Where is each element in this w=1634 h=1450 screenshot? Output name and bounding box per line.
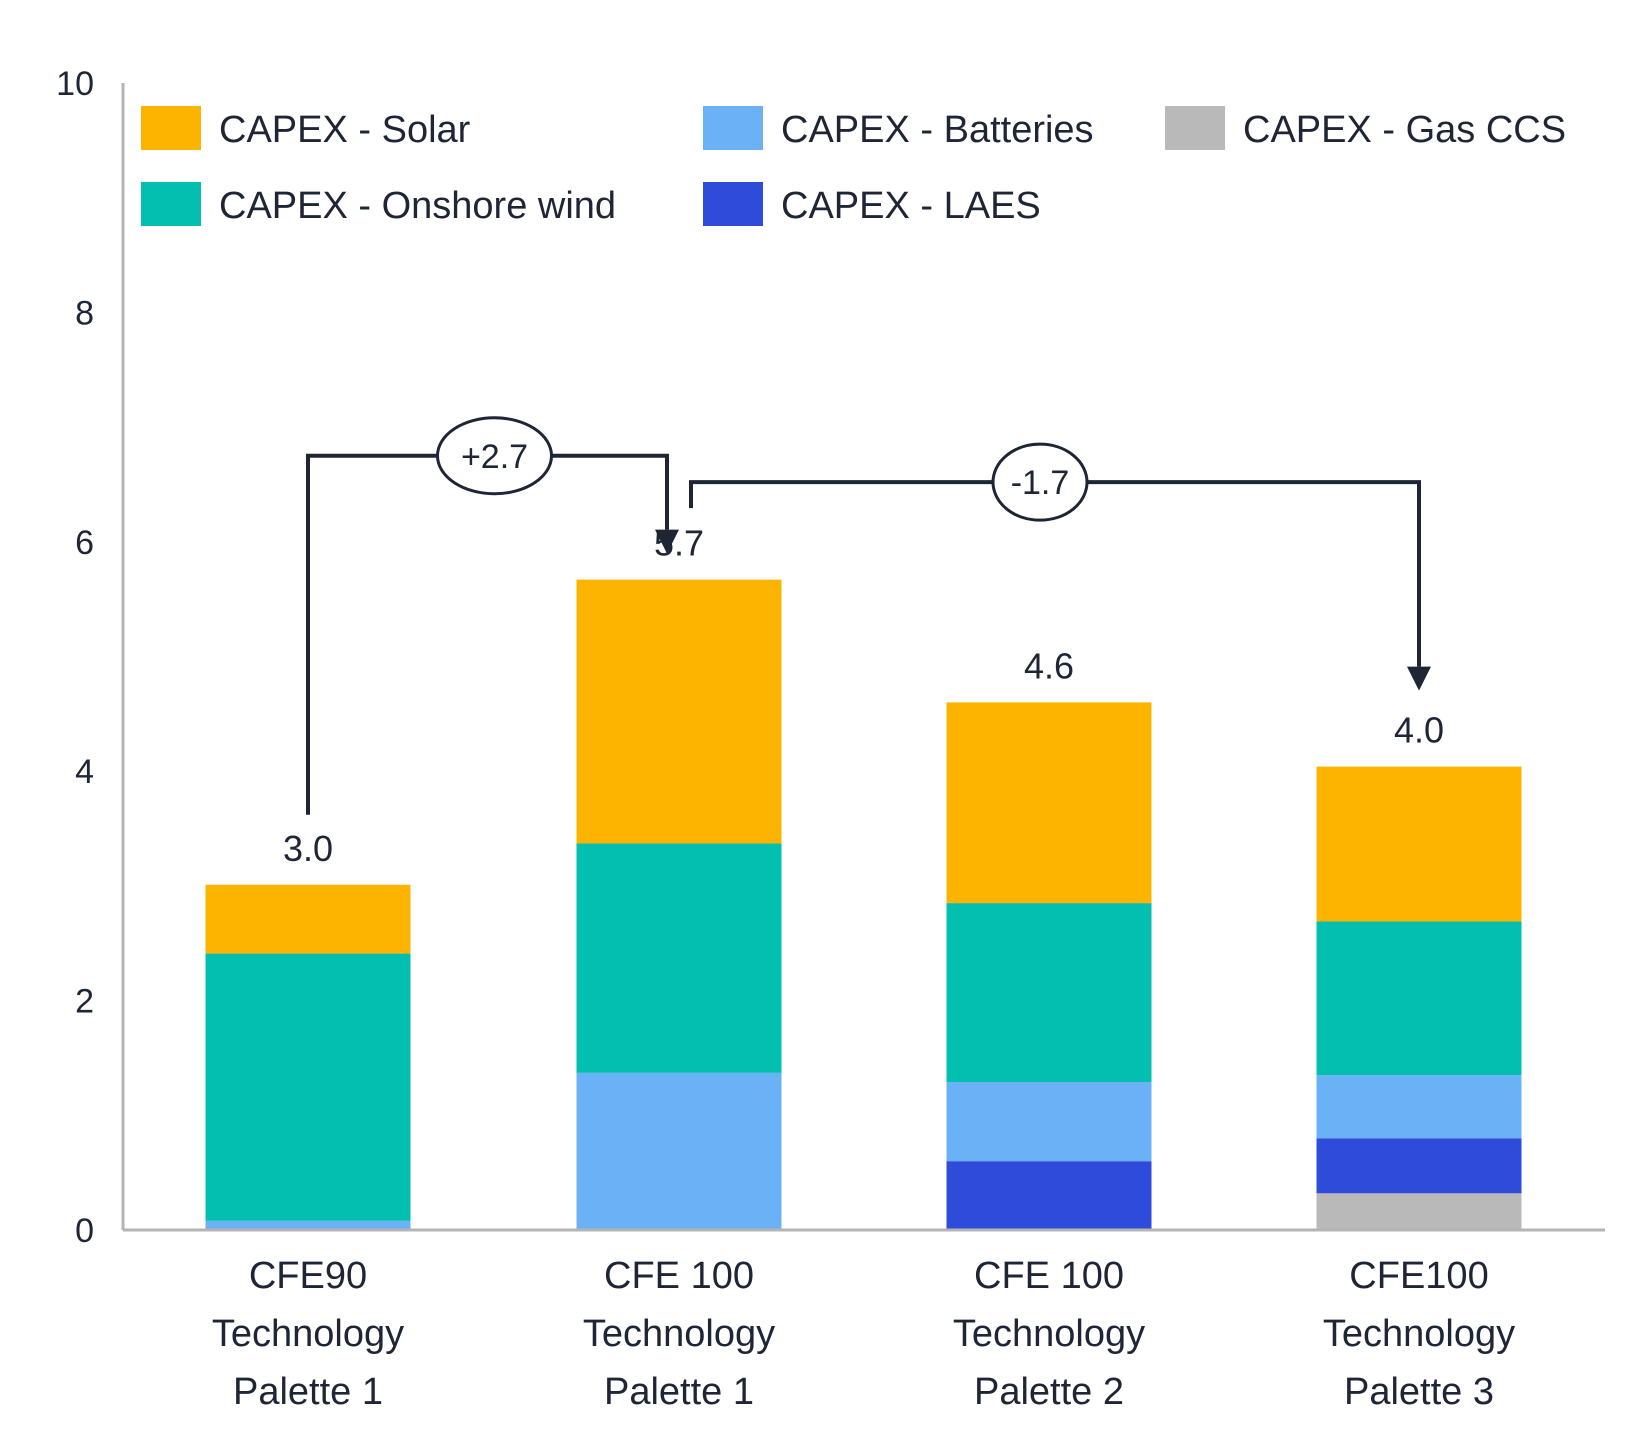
y-tick-label: 8 [75, 294, 94, 332]
category-label-line: CFE100 [1349, 1255, 1488, 1297]
bar-segment-1-3 [577, 843, 782, 1072]
category-labels: CFE90 Technology Palette 1 CFE 100 Technolog… [212, 1255, 1515, 1413]
bar-segment-2-1 [947, 1161, 1152, 1230]
y-tick-label: 0 [75, 1212, 94, 1250]
y-tick-labels: 0 2 4 6 8 10 [56, 65, 94, 1250]
legend-label: CAPEX - LAES [781, 185, 1041, 227]
bar-segment-3-2 [1317, 1075, 1522, 1138]
category-label: CFE100 Technology Palette 3 [1323, 1255, 1515, 1413]
y-tick-label: 4 [75, 753, 94, 791]
legend-swatch [703, 106, 763, 150]
category-label: CFE90 Technology Palette 1 [212, 1255, 404, 1413]
category-label: CFE 100 Technology Palette 1 [583, 1255, 775, 1413]
y-tick-label: 2 [75, 983, 94, 1021]
category-label-line: Palette 2 [974, 1371, 1124, 1413]
delta-arrowhead [1407, 667, 1431, 691]
delta-label: +2.7 [461, 438, 528, 476]
total-label: 3.0 [283, 828, 333, 869]
legend-swatch [1165, 106, 1225, 150]
category-label-line: CFE90 [249, 1255, 367, 1297]
delta-label: -1.7 [1011, 464, 1070, 502]
category-label: CFE 100 Technology Palette 2 [953, 1255, 1145, 1413]
total-label: 4.6 [1024, 645, 1074, 686]
delta-annotations: +2.7 -1.7 [308, 418, 1431, 815]
y-tick-label: 10 [56, 65, 94, 103]
category-label-line: Palette 1 [604, 1371, 754, 1413]
bar-segment-1-4 [577, 580, 782, 844]
y-tick-label: 6 [75, 524, 94, 562]
bar-segment-2-4 [947, 702, 1152, 903]
category-label-line: Technology [583, 1313, 775, 1355]
category-label-line: CFE 100 [604, 1255, 754, 1297]
legend: CAPEX - Solar CAPEX - Batteries CAPEX - Ga… [141, 106, 1566, 227]
bar-segment-3-0 [1317, 1193, 1522, 1230]
category-label-line: Technology [1323, 1313, 1515, 1355]
legend-swatch [703, 182, 763, 226]
bar-segment-2-2 [947, 1082, 1152, 1161]
legend-label: CAPEX - Solar [219, 109, 471, 151]
bar-segment-2-3 [947, 903, 1152, 1082]
category-label-line: Palette 3 [1344, 1371, 1494, 1413]
total-label: 4.0 [1394, 710, 1444, 751]
bar-segment-0-4 [206, 885, 411, 954]
legend-label: CAPEX - Onshore wind [219, 185, 616, 227]
bar-segment-0-3 [206, 954, 411, 1221]
bar-segment-1-2 [577, 1073, 782, 1230]
legend-label: CAPEX - Batteries [781, 109, 1094, 151]
category-label-line: CFE 100 [974, 1255, 1124, 1297]
stacked-bar-chart: 0 2 4 6 8 10 CFE90 Technology Palette 1 CFE 100 T… [0, 0, 1634, 1450]
bar-segment-3-4 [1317, 767, 1522, 922]
legend-swatch [141, 106, 201, 150]
category-label-line: Technology [953, 1313, 1145, 1355]
category-label-line: Technology [212, 1313, 404, 1355]
legend-label: CAPEX - Gas CCS [1243, 109, 1566, 151]
category-label-line: Palette 1 [233, 1371, 383, 1413]
total-label: 5.7 [654, 523, 704, 564]
bars-layer [206, 580, 1522, 1230]
bar-segment-3-1 [1317, 1138, 1522, 1193]
legend-swatch [141, 182, 201, 226]
total-labels: 3.0 5.7 4.6 4.0 [283, 523, 1444, 869]
bar-segment-3-3 [1317, 921, 1522, 1075]
